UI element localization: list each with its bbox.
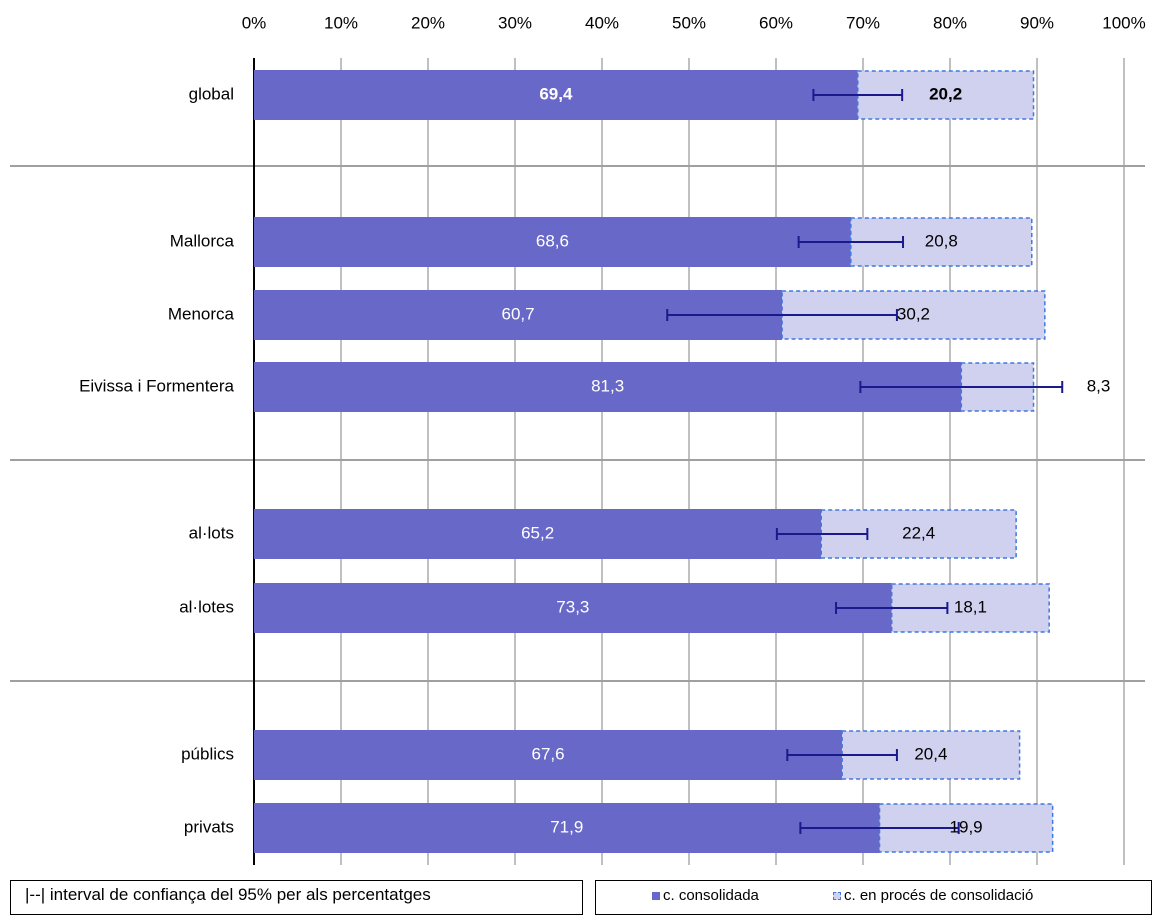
confidence-interval-note: |--| interval de confiança del 95% per a… [25,885,431,904]
data-label-consolidated: 71,9 [550,817,583,836]
data-label-consolidated: 69,4 [539,84,573,103]
data-label-in-process: 20,4 [914,744,947,763]
bar-consolidated [254,583,892,633]
x-tick-label: 80% [933,13,967,32]
bar-consolidated [254,70,858,120]
category-label: públics [181,744,234,763]
category-label: al·lots [189,523,234,542]
x-tick-label: 20% [411,13,445,32]
category-label: Eivissa i Formentera [79,376,234,395]
bar-in-process [850,217,1033,267]
bar-consolidated [254,362,962,412]
in-process-swatch-icon [833,892,841,900]
data-label-consolidated: 67,6 [532,744,565,763]
x-tick-label: 50% [672,13,706,32]
legend-item-consolidated: c. consolidada [652,887,759,904]
category-label: privats [184,817,234,836]
x-tick-label: 30% [498,13,532,32]
data-label-consolidated: 81,3 [591,376,624,395]
data-label-in-process: 20,8 [925,231,958,250]
confidence-interval-legend: |--| interval de confiança del 95% per a… [10,880,583,915]
data-label-consolidated: 60,7 [501,304,534,323]
category-label: Menorca [168,304,235,323]
data-label-in-process: 20,2 [929,84,962,103]
data-label-consolidated: 73,3 [556,597,589,616]
legend-label-in-process: c. en procés de consolidació [844,887,1034,904]
data-label-in-process: 18,1 [954,597,987,616]
bar-consolidated [254,803,880,853]
x-tick-label: 70% [846,13,880,32]
category-label: Mallorca [170,231,235,250]
bar-consolidated [254,730,843,780]
data-label-consolidated: 65,2 [521,523,554,542]
x-tick-label: 10% [324,13,358,32]
stacked-bar-chart: 0% 10% 20% 30% 40% 50% 60% 70% 80% 90% 100% global 6… [10,13,1146,865]
bar-consolidated [254,217,851,267]
x-tick-label: 90% [1020,13,1054,32]
data-label-in-process: 8,3 [1087,376,1111,395]
series-legend: c. consolidada c. en procés de consolida… [595,880,1152,915]
data-label-in-process: 30,2 [897,304,930,323]
category-label: al·lotes [179,597,234,616]
consolidated-swatch-icon [652,892,660,900]
data-label-in-process: 22,4 [902,523,935,542]
x-tick-label: 100% [1102,13,1145,32]
legend-item-in-process: c. en procés de consolidació [833,887,1033,904]
x-tick-label: 0% [242,13,267,32]
x-tick-label: 60% [759,13,793,32]
bar-consolidated [254,509,822,559]
data-label-in-process: 19,9 [950,817,983,836]
legend-label-consolidated: c. consolidada [663,887,759,904]
data-label-consolidated: 68,6 [536,231,569,250]
category-label: global [189,84,234,103]
x-tick-label: 40% [585,13,619,32]
